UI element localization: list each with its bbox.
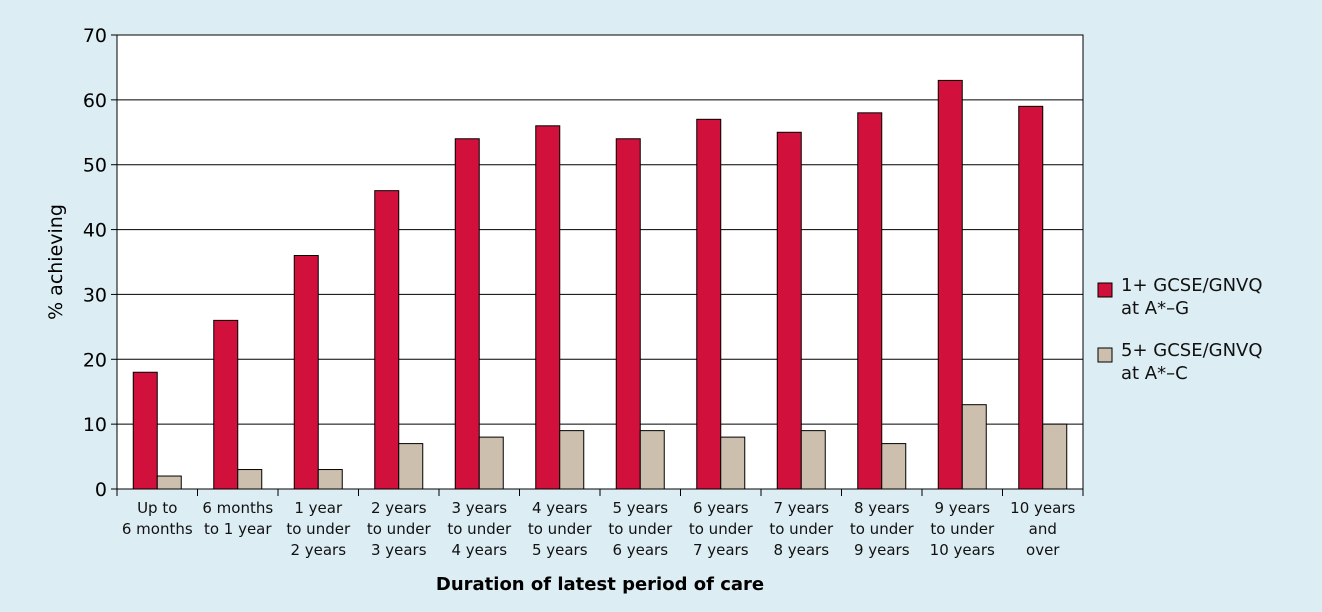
bar: [374, 190, 400, 490]
bar: [961, 404, 987, 490]
bar: [478, 436, 504, 490]
x-tick-label: 3 years to under 4 years: [447, 499, 512, 559]
x-tick-label: 6 years to under 7 years: [688, 499, 753, 559]
x-tick-label: 4 years to under 5 years: [527, 499, 592, 559]
bar: [696, 118, 722, 490]
bar: [156, 475, 182, 490]
x-tick-label: 2 years to under 3 years: [366, 499, 431, 559]
y-axis-title: % achieving: [45, 204, 67, 320]
y-tick-label: 10: [83, 414, 107, 436]
legend-swatch: [1097, 347, 1113, 363]
bar: [293, 255, 319, 490]
y-tick-label: 70: [83, 25, 107, 47]
bar: [1018, 105, 1044, 490]
bar: [615, 138, 641, 490]
legend-swatch: [1097, 282, 1113, 298]
bar: [535, 125, 561, 490]
y-tick-label: 20: [83, 349, 107, 371]
bar: [398, 443, 424, 490]
bar: [776, 131, 802, 490]
bar: [857, 112, 883, 490]
bar: [237, 469, 263, 490]
x-tick-label: 9 years to under 10 years: [929, 499, 995, 559]
x-tick-label: Up to 6 months: [121, 499, 193, 538]
bar: [720, 436, 746, 490]
legend-label: 5+ GCSE/GNVQ at A*–C: [1121, 340, 1263, 384]
plot-area: [117, 35, 1083, 489]
y-tick-label: 60: [83, 90, 107, 112]
bar: [937, 79, 963, 490]
x-tick-label: 1 year to under 2 years: [286, 499, 351, 559]
bar: [213, 319, 239, 490]
bar: [800, 430, 826, 490]
x-tick-label: 10 years and over: [1010, 499, 1076, 559]
x-tick-label: 6 months to 1 year: [202, 499, 274, 538]
y-tick-label: 0: [95, 479, 107, 501]
bar: [559, 430, 585, 490]
bar: [132, 371, 158, 490]
x-tick-label: 7 years to under 8 years: [769, 499, 834, 559]
plot-border: [116, 34, 1084, 490]
x-tick-label: 8 years to under 9 years: [849, 499, 914, 559]
bar: [317, 469, 343, 490]
y-tick-label: 30: [83, 284, 107, 306]
bar: [454, 138, 480, 490]
bar: [881, 443, 907, 490]
x-axis-title: Duration of latest period of care: [436, 574, 764, 595]
bar: [639, 430, 665, 490]
y-tick-label: 40: [83, 220, 107, 242]
bar: [1042, 423, 1068, 490]
x-tick-label: 5 years to under 6 years: [608, 499, 673, 559]
y-tick-label: 50: [83, 155, 107, 177]
legend-label: 1+ GCSE/GNVQ at A*–G: [1121, 275, 1263, 319]
